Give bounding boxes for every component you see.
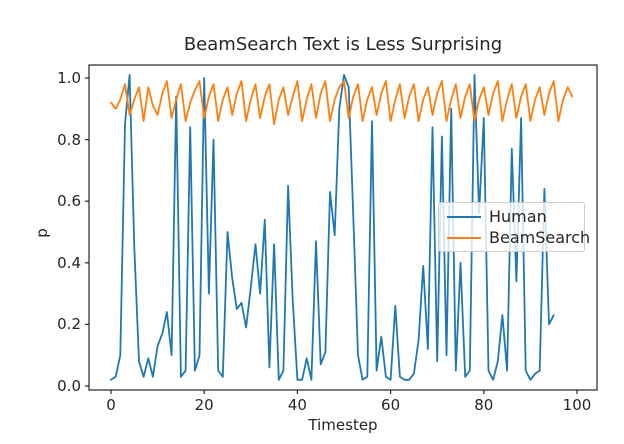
- x-axis-label: Timestep: [308, 416, 378, 434]
- x-tick-label: 60: [381, 396, 401, 414]
- y-tick-label: 0.8: [57, 130, 81, 149]
- beamsearch-line: [110, 80, 574, 126]
- chart-title: BeamSearch Text is Less Surprising: [183, 34, 503, 55]
- x-tick-label: 40: [287, 396, 307, 414]
- beamsearch-line-sample: [447, 236, 481, 239]
- human-line: [110, 74, 555, 381]
- x-tick-label: 80: [474, 396, 494, 414]
- x-tick-label: 100: [562, 396, 592, 414]
- human-line-sample: [447, 215, 481, 218]
- legend-entry-human: Human: [447, 206, 576, 227]
- x-tick-label: 0: [106, 396, 116, 414]
- y-tick-label: 1.0: [57, 69, 81, 87]
- y-tick-label: 0.4: [57, 253, 81, 272]
- y-tick-label: 0.6: [57, 192, 81, 211]
- x-tick-label: 20: [194, 396, 214, 414]
- legend-label-human: Human: [489, 207, 547, 226]
- y-axis-label: p: [33, 228, 51, 238]
- legend-label-beamsearch: BeamSearch: [489, 228, 591, 247]
- y-tick-label: 0.0: [57, 377, 81, 395]
- legend-entry-beamsearch: BeamSearch: [447, 227, 590, 248]
- y-tick-label: 0.2: [57, 315, 81, 334]
- legend: Human BeamSearch: [438, 202, 590, 252]
